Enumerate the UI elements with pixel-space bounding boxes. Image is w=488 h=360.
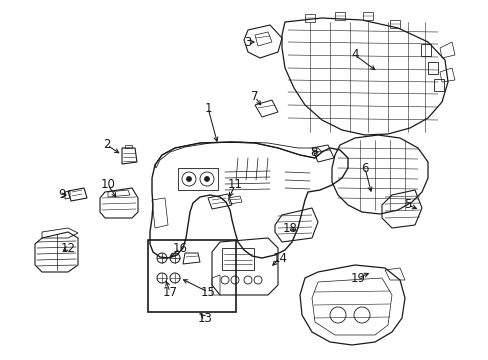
- Text: 8: 8: [310, 145, 317, 158]
- Text: 9: 9: [58, 189, 65, 202]
- Bar: [433, 79, 443, 91]
- Bar: [222, 248, 253, 270]
- Text: 6: 6: [361, 162, 368, 175]
- Text: 13: 13: [197, 311, 212, 324]
- Text: 14: 14: [272, 252, 287, 265]
- Text: 3: 3: [244, 36, 251, 49]
- Text: 16: 16: [172, 242, 187, 255]
- Text: 12: 12: [61, 242, 75, 255]
- Text: 5: 5: [404, 198, 411, 211]
- Text: 11: 11: [227, 179, 242, 192]
- Circle shape: [204, 176, 209, 181]
- Text: 2: 2: [103, 139, 110, 152]
- Text: 18: 18: [282, 221, 297, 234]
- Text: 15: 15: [200, 285, 215, 298]
- Text: 19: 19: [350, 271, 365, 284]
- Text: 4: 4: [350, 49, 358, 62]
- Text: 17: 17: [162, 285, 177, 298]
- Bar: [420, 44, 430, 56]
- Text: 7: 7: [251, 90, 258, 104]
- Circle shape: [186, 176, 191, 181]
- Text: 10: 10: [101, 179, 115, 192]
- Bar: [427, 62, 437, 74]
- Bar: [148, 240, 236, 312]
- Text: 1: 1: [204, 102, 211, 114]
